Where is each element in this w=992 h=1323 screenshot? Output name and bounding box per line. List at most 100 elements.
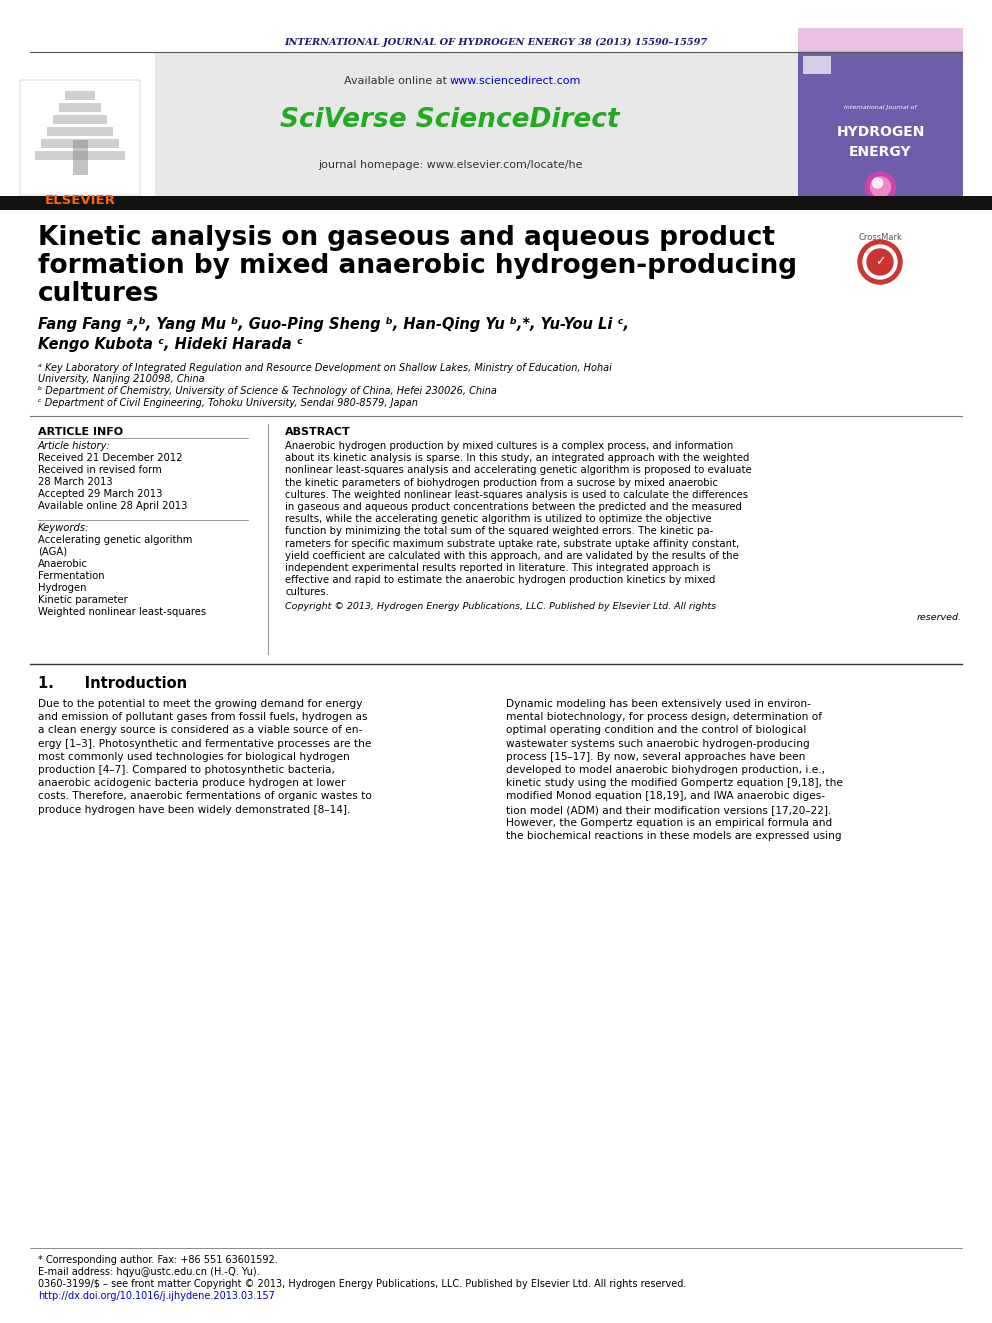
Text: most commonly used technologies for biological hydrogen: most commonly used technologies for biol… [38,751,350,762]
Bar [803,56,831,74]
Text: 0360-3199/$ – see front matter Copyright © 2013, Hydrogen Energy Publications, L: 0360-3199/$ – see front matter Copyright… [38,1279,686,1289]
Bar [798,74,963,97]
Bar [53,115,107,124]
Text: tion model (ADM) and their modification versions [17,20–22].: tion model (ADM) and their modification … [506,804,831,815]
Text: journal homepage: www.elsevier.com/locate/he: journal homepage: www.elsevier.com/locat… [317,160,582,169]
Text: ARTICLE INFO: ARTICLE INFO [38,427,123,437]
Text: Keywords:: Keywords: [38,523,89,533]
Text: ABSTRACT: ABSTRACT [285,427,351,437]
Text: in gaseous and aqueous product concentrations between the predicted and the meas: in gaseous and aqueous product concentra… [285,501,742,512]
Text: HYDROGEN: HYDROGEN [836,124,925,139]
Text: about its kinetic analysis is sparse. In this study, an integrated approach with: about its kinetic analysis is sparse. In… [285,454,749,463]
Text: Received 21 December 2012: Received 21 December 2012 [38,452,183,463]
Text: 28 March 2013: 28 March 2013 [38,478,113,487]
Circle shape [867,249,893,275]
Bar [798,52,963,74]
Text: International Journal of: International Journal of [844,105,917,110]
Text: the kinetic parameters of biohydrogen production from a sucrose by mixed anaerob: the kinetic parameters of biohydrogen pr… [285,478,718,488]
Text: Kengo Kubota ᶜ, Hideki Harada ᶜ: Kengo Kubota ᶜ, Hideki Harada ᶜ [38,336,303,352]
Bar [35,151,125,160]
Text: University, Nanjing 210098, China: University, Nanjing 210098, China [38,374,204,384]
Text: ✓: ✓ [875,255,885,269]
Text: (AGA): (AGA) [38,546,67,557]
Text: cultures. The weighted nonlinear least-squares analysis is used to calculate the: cultures. The weighted nonlinear least-s… [285,490,748,500]
Text: Kinetic analysis on gaseous and aqueous product: Kinetic analysis on gaseous and aqueous … [38,225,775,251]
Text: kinetic study using the modified Gompertz equation [9,18], the: kinetic study using the modified Gompert… [506,778,843,789]
Text: ᵃ Key Laboratory of Integrated Regulation and Resource Development on Shallow La: ᵃ Key Laboratory of Integrated Regulatio… [38,363,612,373]
Text: Accelerating genetic algorithm: Accelerating genetic algorithm [38,534,192,545]
Text: Accepted 29 March 2013: Accepted 29 March 2013 [38,490,163,499]
Text: ENERGY: ENERGY [849,146,912,159]
Text: effective and rapid to estimate the anaerobic hydrogen production kinetics by mi: effective and rapid to estimate the anae… [285,576,715,585]
Bar [0,52,155,210]
Text: Copyright © 2013, Hydrogen Energy Publications, LLC. Published by Elsevier Ltd. : Copyright © 2013, Hydrogen Energy Public… [285,602,716,611]
Bar [798,52,963,210]
Text: www.sciencedirect.com: www.sciencedirect.com [450,75,581,86]
Text: reserved.: reserved. [917,613,962,622]
Text: Anaerobic: Anaerobic [38,560,88,569]
Text: Hydrogen: Hydrogen [38,583,86,593]
Text: ergy [1–3]. Photosynthetic and fermentative processes are the: ergy [1–3]. Photosynthetic and fermentat… [38,738,371,749]
Text: http://dx.doi.org/10.1016/j.ijhydene.2013.03.157: http://dx.doi.org/10.1016/j.ijhydene.201… [38,1291,275,1301]
Text: the biochemical reactions in these models are expressed using: the biochemical reactions in these model… [506,831,841,841]
Bar [0,196,992,210]
Text: ᶜ Department of Civil Engineering, Tohoku University, Sendai 980-8579, Japan: ᶜ Department of Civil Engineering, Tohok… [38,398,418,407]
Bar [65,91,95,101]
Bar [798,164,963,188]
Text: Kinetic parameter: Kinetic parameter [38,595,128,605]
Bar [20,79,140,194]
Text: Weighted nonlinear least-squares: Weighted nonlinear least-squares [38,607,206,617]
Text: Available online at: Available online at [343,75,450,86]
Text: independent experimental results reported in literature. This integrated approac: independent experimental results reporte… [285,564,710,573]
Text: and emission of pollutant gases from fossil fuels, hydrogen as: and emission of pollutant gases from fos… [38,712,367,722]
Text: formation by mixed anaerobic hydrogen-producing: formation by mixed anaerobic hydrogen-pr… [38,253,798,279]
Text: production [4–7]. Compared to photosynthetic bacteria,: production [4–7]. Compared to photosynth… [38,765,335,775]
Bar [798,119,963,143]
Text: cultures: cultures [38,280,160,307]
Text: mental biotechnology, for process design, determination of: mental biotechnology, for process design… [506,712,822,722]
Bar [798,52,963,210]
Bar [41,139,119,148]
Bar [47,127,113,136]
Text: * Corresponding author. Fax: +86 551 63601592.: * Corresponding author. Fax: +86 551 636… [38,1256,278,1265]
Text: yield coefficient are calculated with this approach, and are validated by the re: yield coefficient are calculated with th… [285,550,739,561]
Text: Fermentation: Fermentation [38,572,104,581]
Text: Due to the potential to meet the growing demand for energy: Due to the potential to meet the growing… [38,699,362,709]
Text: Available online 28 April 2013: Available online 28 April 2013 [38,501,187,511]
Text: INTERNATIONAL JOURNAL OF HYDROGEN ENERGY 38 (2013) 15590–15597: INTERNATIONAL JOURNAL OF HYDROGEN ENERGY… [285,37,707,46]
Text: Dynamic modeling has been extensively used in environ-: Dynamic modeling has been extensively us… [506,699,810,709]
Text: cultures.: cultures. [285,587,329,598]
Text: modified Monod equation [18,19], and IWA anaerobic diges-: modified Monod equation [18,19], and IWA… [506,791,825,802]
Circle shape [871,177,891,197]
Bar [155,52,955,210]
Bar [73,140,88,175]
Text: anaerobic acidogenic bacteria produce hydrogen at lower: anaerobic acidogenic bacteria produce hy… [38,778,345,789]
Text: wastewater systems such anaerobic hydrogen-producing: wastewater systems such anaerobic hydrog… [506,738,809,749]
Bar [798,28,963,52]
Text: rameters for specific maximum substrate uptake rate, substrate uptake affinity c: rameters for specific maximum substrate … [285,538,739,549]
Bar [798,142,963,165]
Text: Article history:: Article history: [38,441,111,451]
Text: E-mail address: hqyu@ustc.edu.cn (H.-Q. Yu).: E-mail address: hqyu@ustc.edu.cn (H.-Q. … [38,1267,260,1277]
Text: function by minimizing the total sum of the squared weighted errors. The kinetic: function by minimizing the total sum of … [285,527,713,536]
Text: results, while the accelerating genetic algorithm is utilized to optimize the ob: results, while the accelerating genetic … [285,515,711,524]
Text: process [15–17]. By now, several approaches have been: process [15–17]. By now, several approac… [506,751,806,762]
Text: 1.      Introduction: 1. Introduction [38,676,187,692]
Text: developed to model anaerobic biohydrogen production, i.e.,: developed to model anaerobic biohydrogen… [506,765,825,775]
Circle shape [865,172,896,202]
Text: Anaerobic hydrogen production by mixed cultures is a complex process, and inform: Anaerobic hydrogen production by mixed c… [285,441,733,451]
Text: Received in revised form: Received in revised form [38,464,162,475]
Bar [798,97,963,119]
Text: CrossMark: CrossMark [858,233,902,242]
Text: ᵇ Department of Chemistry, University of Science & Technology of China, Hefei 23: ᵇ Department of Chemistry, University of… [38,386,497,396]
Text: Fang Fang ᵃ,ᵇ, Yang Mu ᵇ, Guo-Ping Sheng ᵇ, Han-Qing Yu ᵇ,*, Yu-You Li ᶜ,: Fang Fang ᵃ,ᵇ, Yang Mu ᵇ, Guo-Ping Sheng… [38,316,629,332]
Text: nonlinear least-squares analysis and accelerating genetic algorithm is proposed : nonlinear least-squares analysis and acc… [285,466,752,475]
Bar [59,103,101,112]
Text: ELSEVIER: ELSEVIER [45,193,115,206]
Text: costs. Therefore, anaerobic fermentations of organic wastes to: costs. Therefore, anaerobic fermentation… [38,791,372,802]
Text: optimal operating condition and the control of biological: optimal operating condition and the cont… [506,725,806,736]
Circle shape [858,239,902,284]
Text: However, the Gompertz equation is an empirical formula and: However, the Gompertz equation is an emp… [506,818,832,828]
Text: a clean energy source is considered as a viable source of en-: a clean energy source is considered as a… [38,725,362,736]
Circle shape [873,179,883,188]
